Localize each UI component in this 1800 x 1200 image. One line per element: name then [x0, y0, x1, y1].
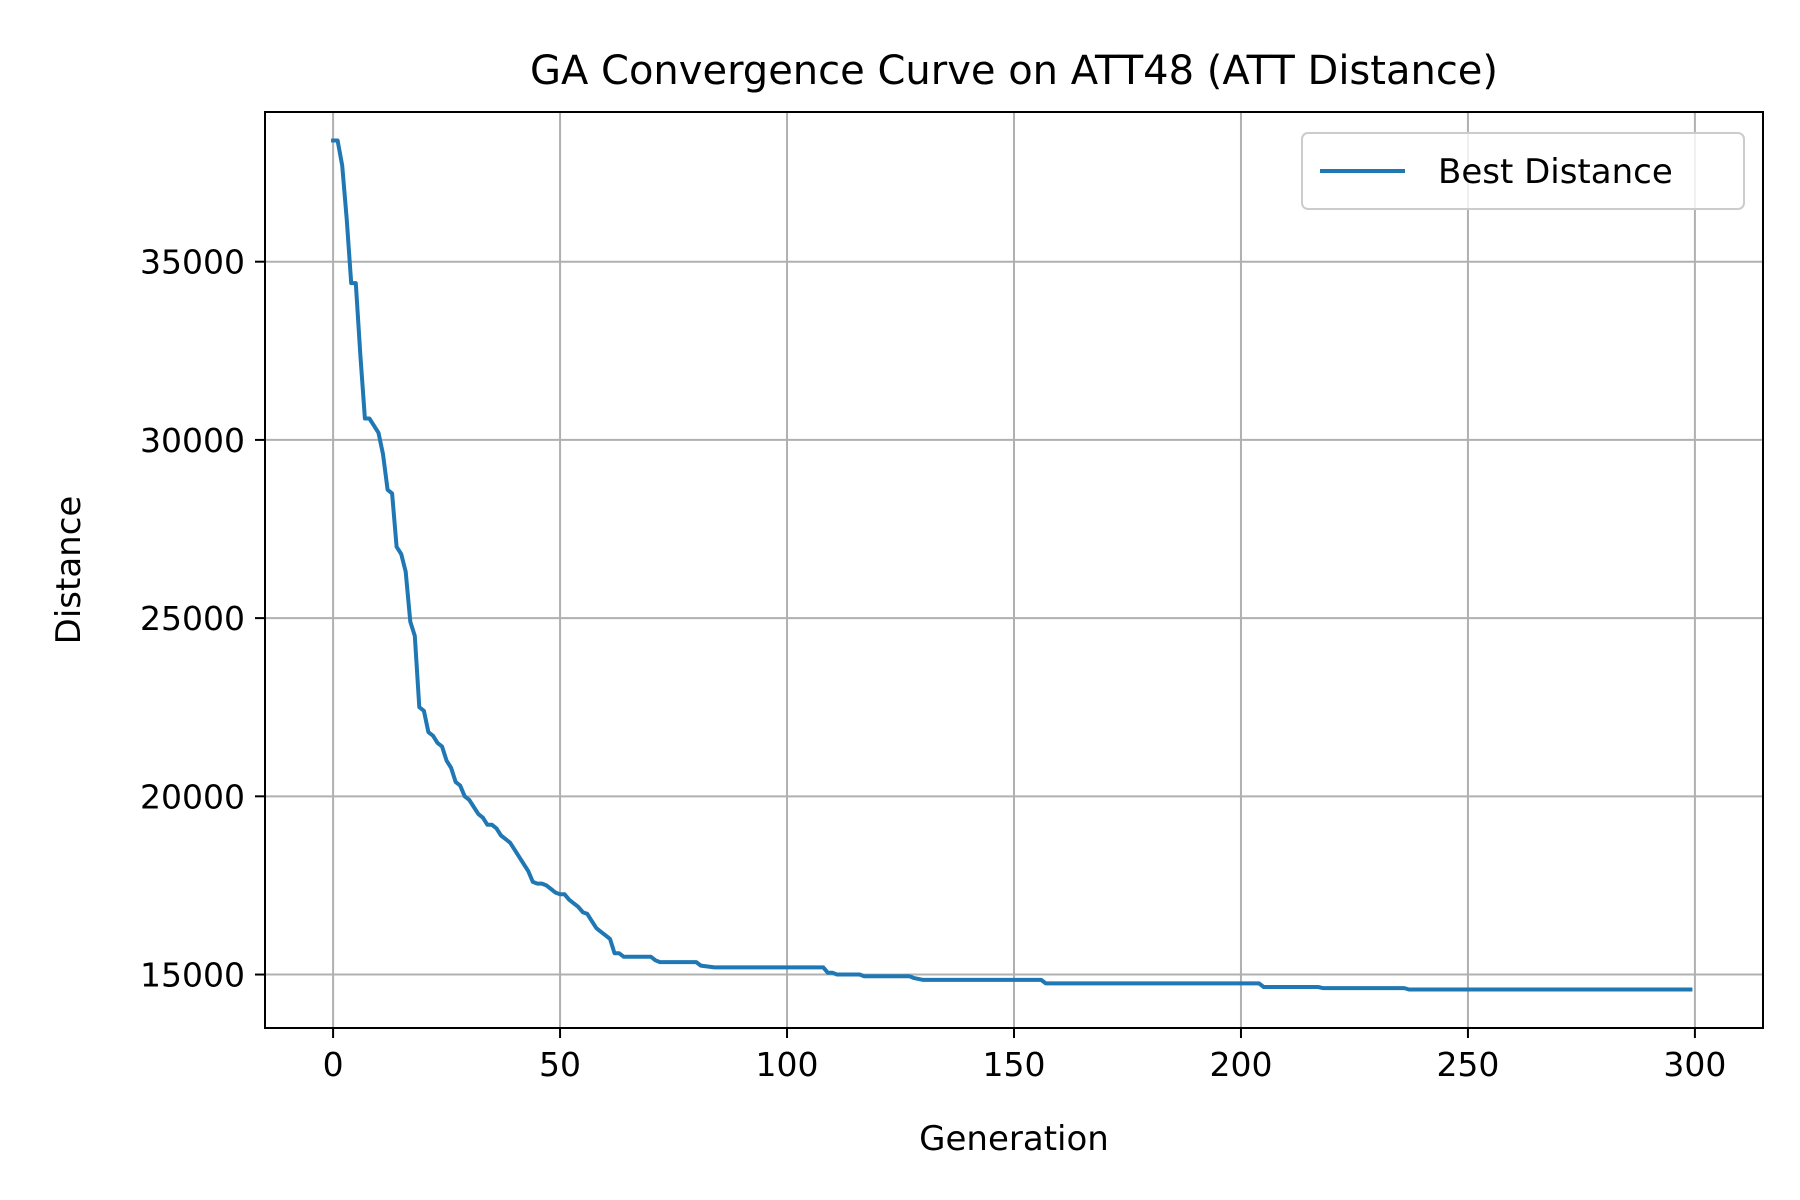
- x-tick-label-250: 250: [1436, 1045, 1499, 1084]
- grid-layer: [265, 112, 1763, 1028]
- legend-label-best-distance: Best Distance: [1438, 152, 1673, 192]
- legend-box: [1301, 132, 1745, 210]
- line-layer: [331, 138, 1693, 992]
- x-tick-label-0: 0: [323, 1045, 344, 1084]
- y-tick-label-20000: 20000: [140, 777, 245, 816]
- legend: Best Distance: [1301, 132, 1745, 210]
- x-axis-label: Generation: [919, 1119, 1109, 1159]
- y-tick-label-30000: 30000: [140, 421, 245, 460]
- y-tick-label-25000: 25000: [140, 599, 245, 638]
- y-tick-label-15000: 15000: [140, 956, 245, 995]
- x-tick-label-200: 200: [1209, 1045, 1272, 1084]
- y-axis-label: Distance: [49, 496, 89, 645]
- x-tick-label-100: 100: [756, 1045, 819, 1084]
- x-tick-label-300: 300: [1663, 1045, 1726, 1084]
- y-tick-label-35000: 35000: [140, 243, 245, 282]
- series-line-best-distance: [331, 138, 1693, 992]
- tick-layer: 0 50 100 150 200 250 300 15000 20000 25000 30000 35…: [140, 243, 1726, 1084]
- chart-title: GA Convergence Curve on ATT48 (ATT Dista…: [530, 48, 1498, 94]
- x-tick-label-150: 150: [983, 1045, 1046, 1084]
- x-tick-label-50: 50: [539, 1045, 581, 1084]
